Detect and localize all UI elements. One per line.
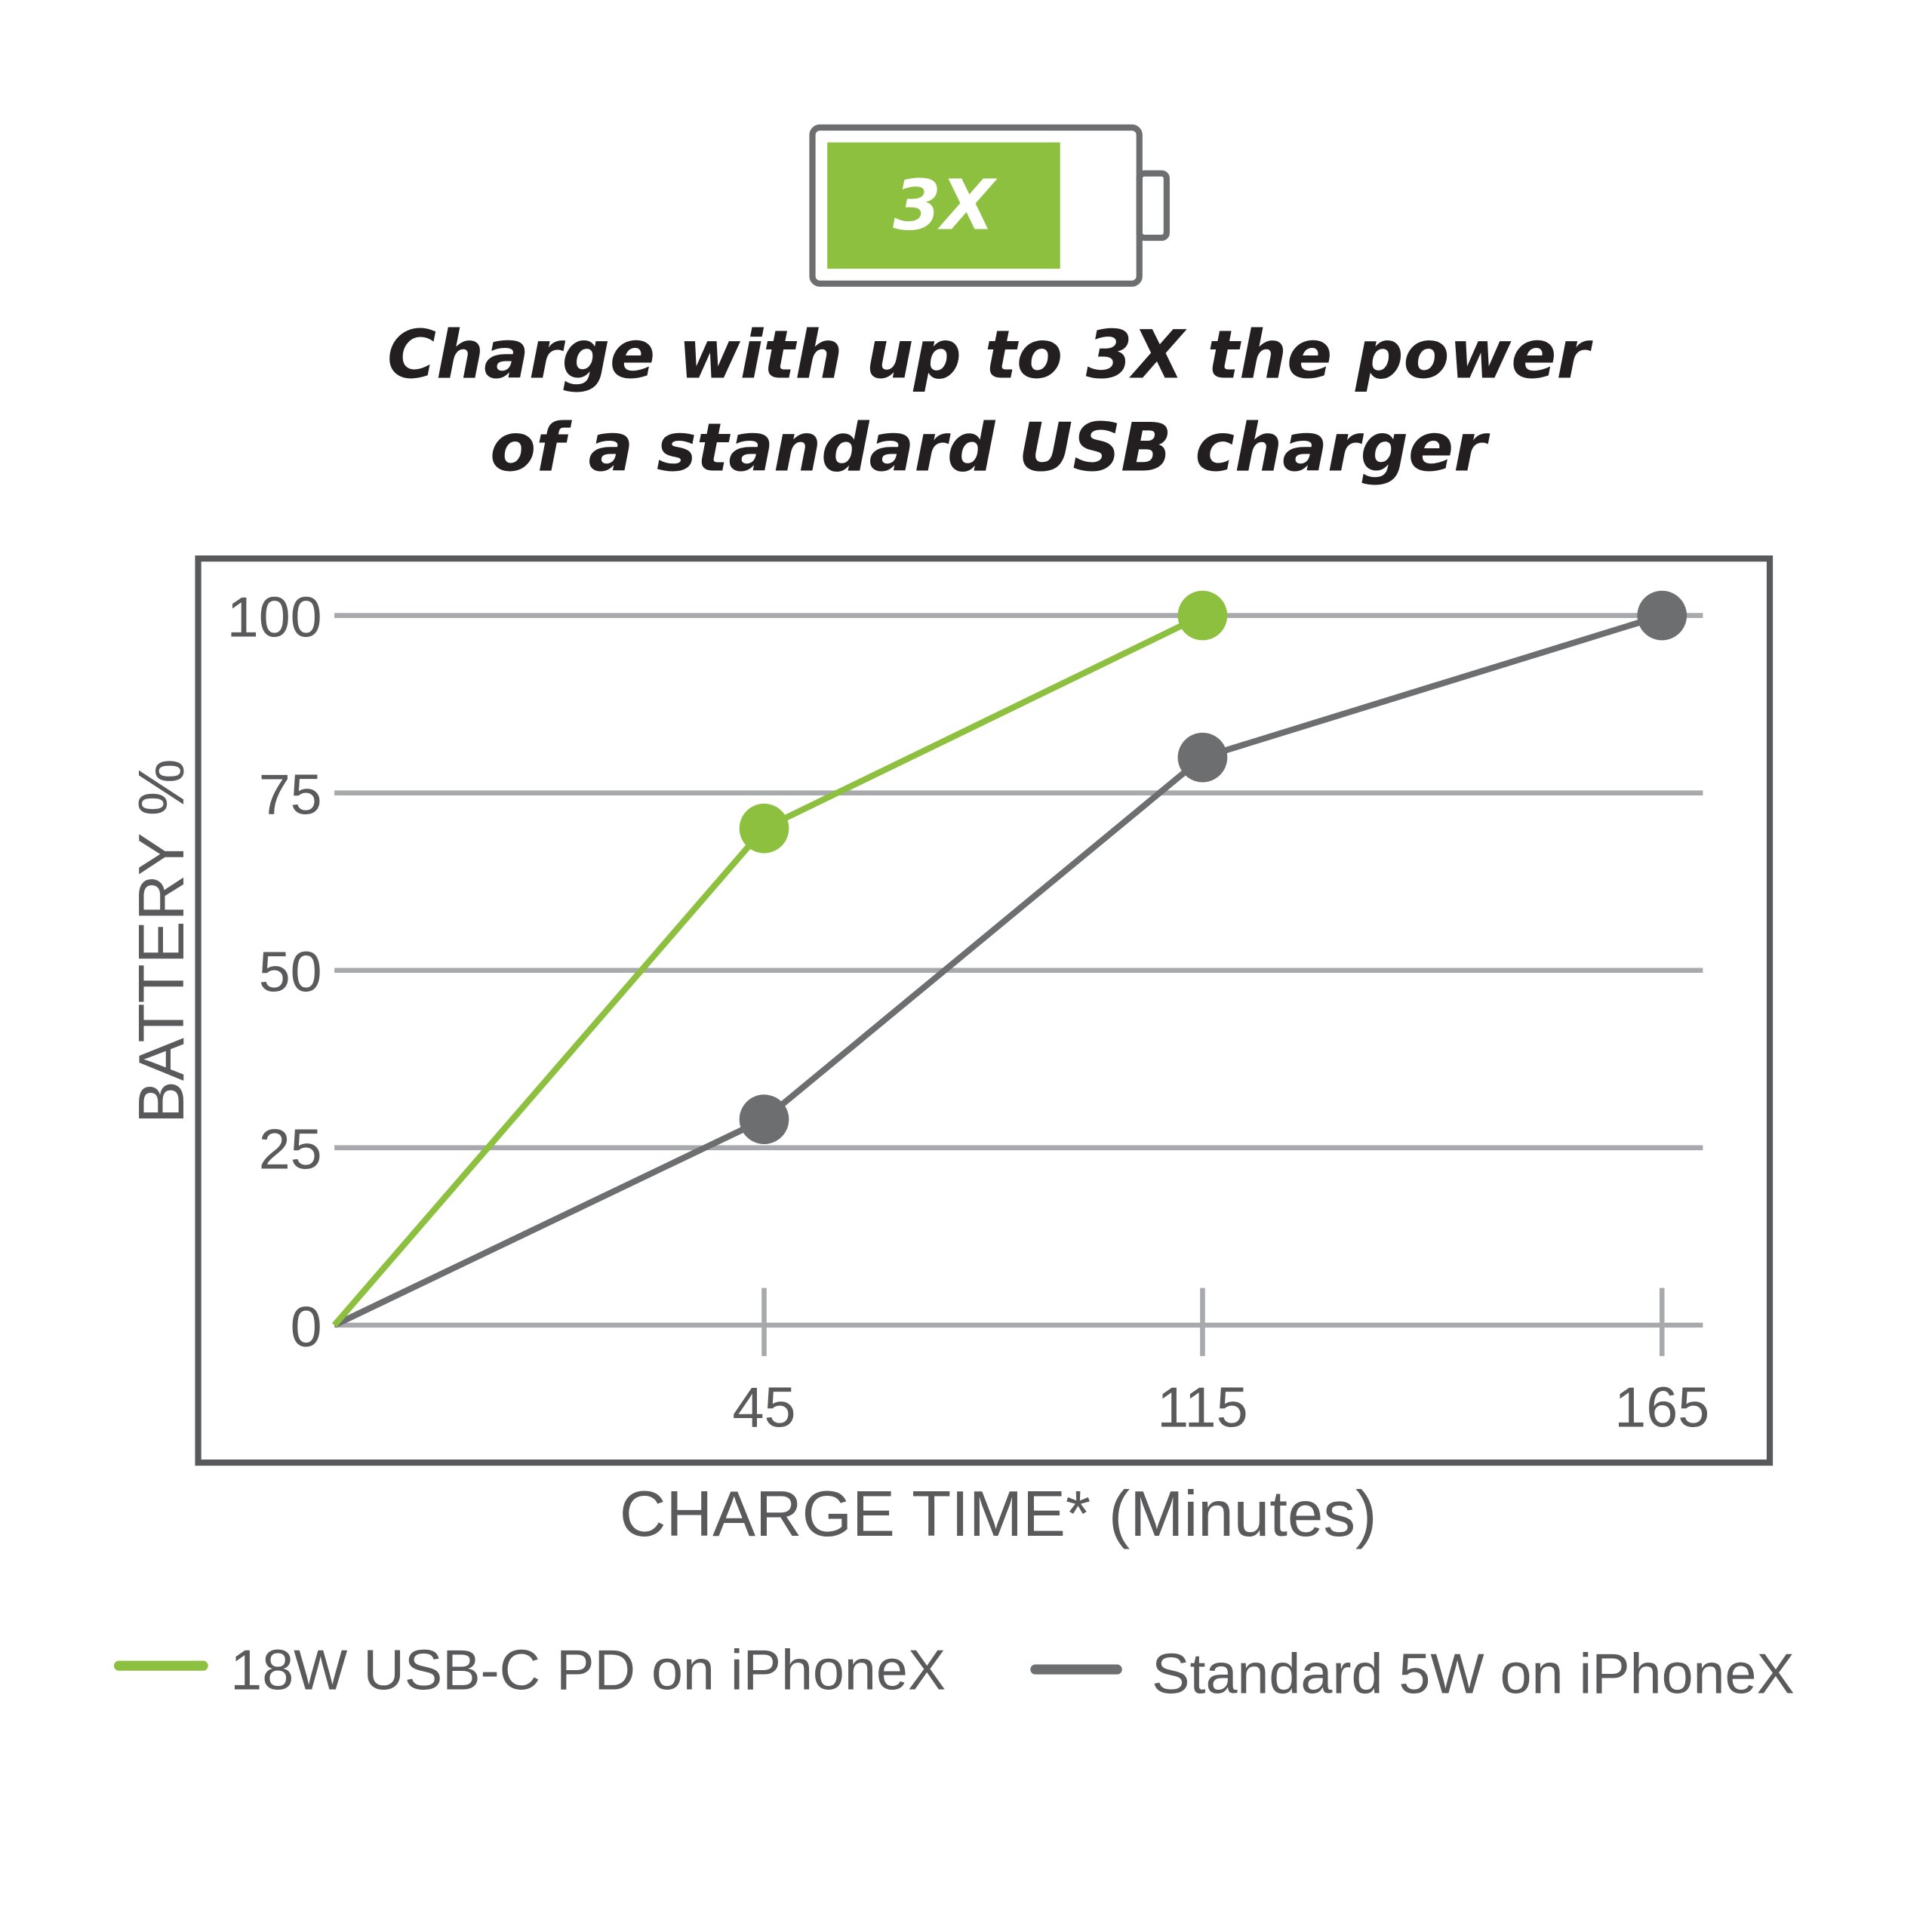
y-tick-label: 75 (259, 763, 322, 826)
legend: 18W USB-C PD on iPhoneX Standard 5W on i… (113, 1638, 1795, 1705)
legend-label-green: 18W USB-C PD on iPhoneX (230, 1638, 946, 1701)
x-tick-label: 115 (1157, 1375, 1247, 1438)
battery-badge-label: 3X (893, 165, 998, 246)
x-tick-label: 45 (733, 1375, 796, 1438)
data-point (739, 803, 789, 854)
plot-frame (195, 555, 1774, 1466)
data-point (1637, 590, 1687, 641)
data-point (1177, 732, 1228, 783)
data-point (739, 1094, 789, 1145)
legend-label-gray: Standard 5W on iPhoneX (1152, 1641, 1795, 1705)
x-tick-label: 165 (1614, 1375, 1709, 1438)
y-tick-label: 50 (259, 940, 322, 1004)
battery-icon: 3X (809, 124, 1170, 287)
y-tick-label: 25 (259, 1118, 322, 1181)
data-point (1177, 590, 1228, 641)
title-line-2: of a standard USB charger (490, 409, 1491, 487)
y-tick-label: 100 (227, 585, 322, 648)
y-axis-label: BATTERY % (126, 758, 198, 1124)
y-tick-label: 0 (291, 1295, 322, 1358)
series-line-1 (333, 612, 1663, 1328)
title-line-1: Charge with up to 3X the power (387, 316, 1593, 394)
x-axis-label: CHARGE TIME* (Minutes) (620, 1478, 1377, 1550)
